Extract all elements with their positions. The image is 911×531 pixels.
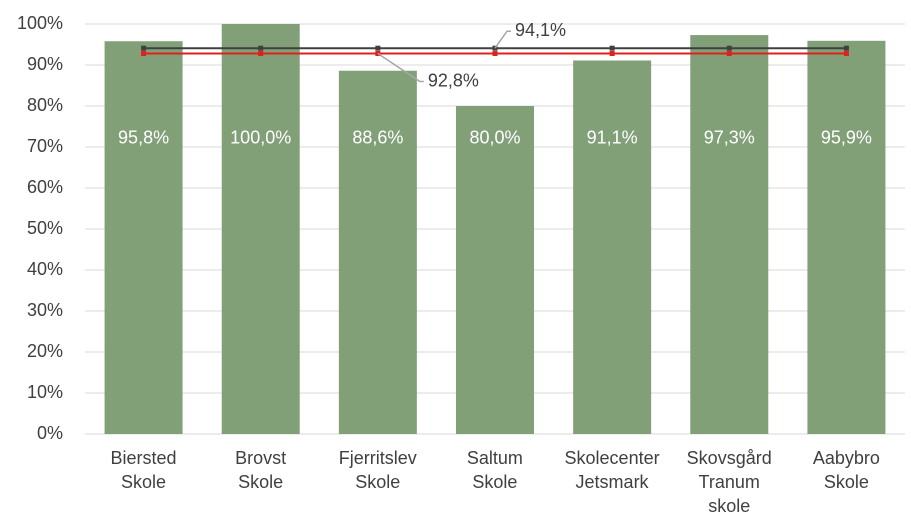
- y-tick-label: 80%: [27, 95, 63, 115]
- bar: [456, 106, 534, 434]
- x-tick-label: Biersted Skole: [110, 448, 177, 492]
- data-label: 91,1%: [587, 128, 638, 148]
- x-tick-label: Brovst Skole: [235, 448, 287, 492]
- data-label: 88,6%: [352, 128, 403, 148]
- x-tick-label: Fjerritslev Skole: [338, 448, 417, 492]
- data-label: 95,9%: [821, 128, 872, 148]
- y-tick-label: 30%: [27, 300, 63, 320]
- bar: [221, 24, 300, 434]
- callout-leader: [377, 52, 424, 83]
- line-marker: [609, 51, 615, 57]
- line-marker: [492, 51, 498, 57]
- y-tick-label: 10%: [27, 382, 63, 402]
- line-marker: [726, 51, 732, 57]
- line-marker: [258, 51, 264, 57]
- y-tick-label: 60%: [27, 177, 63, 197]
- y-tick-label: 50%: [27, 218, 63, 238]
- line-marker: [141, 51, 147, 57]
- bar: [690, 35, 769, 434]
- line-label: 94,1%: [515, 20, 566, 40]
- y-tick-label: 0%: [37, 423, 63, 443]
- data-label: 100,0%: [230, 128, 291, 148]
- bar: [807, 40, 886, 435]
- x-tick-label: Skolecenter Jetsmark: [564, 448, 660, 492]
- data-label: 95,8%: [118, 128, 169, 148]
- y-tick-label: 20%: [27, 341, 63, 361]
- y-tick-label: 40%: [27, 259, 63, 279]
- bar: [573, 60, 652, 435]
- x-tick-label: Skovsgård Tranum skole: [686, 448, 772, 516]
- y-tick-label: 90%: [27, 54, 63, 74]
- x-tick-label: Aabybro Skole: [812, 448, 880, 492]
- line-marker: [375, 45, 381, 51]
- x-tick-label: Saltum Skole: [466, 448, 523, 492]
- line-marker: [843, 51, 849, 57]
- y-tick-label: 100%: [17, 13, 63, 33]
- y-tick-label: 70%: [27, 136, 63, 156]
- line-marker: [258, 45, 264, 51]
- data-label: 80,0%: [469, 128, 520, 148]
- line-marker: [141, 45, 147, 51]
- bar: [104, 41, 183, 434]
- line-marker: [726, 45, 732, 51]
- bar: [338, 70, 417, 435]
- data-label: 97,3%: [704, 128, 755, 148]
- line-marker: [843, 45, 849, 51]
- line-marker: [609, 45, 615, 51]
- line-label: 92,8%: [428, 70, 479, 90]
- callout-leader: [494, 30, 511, 49]
